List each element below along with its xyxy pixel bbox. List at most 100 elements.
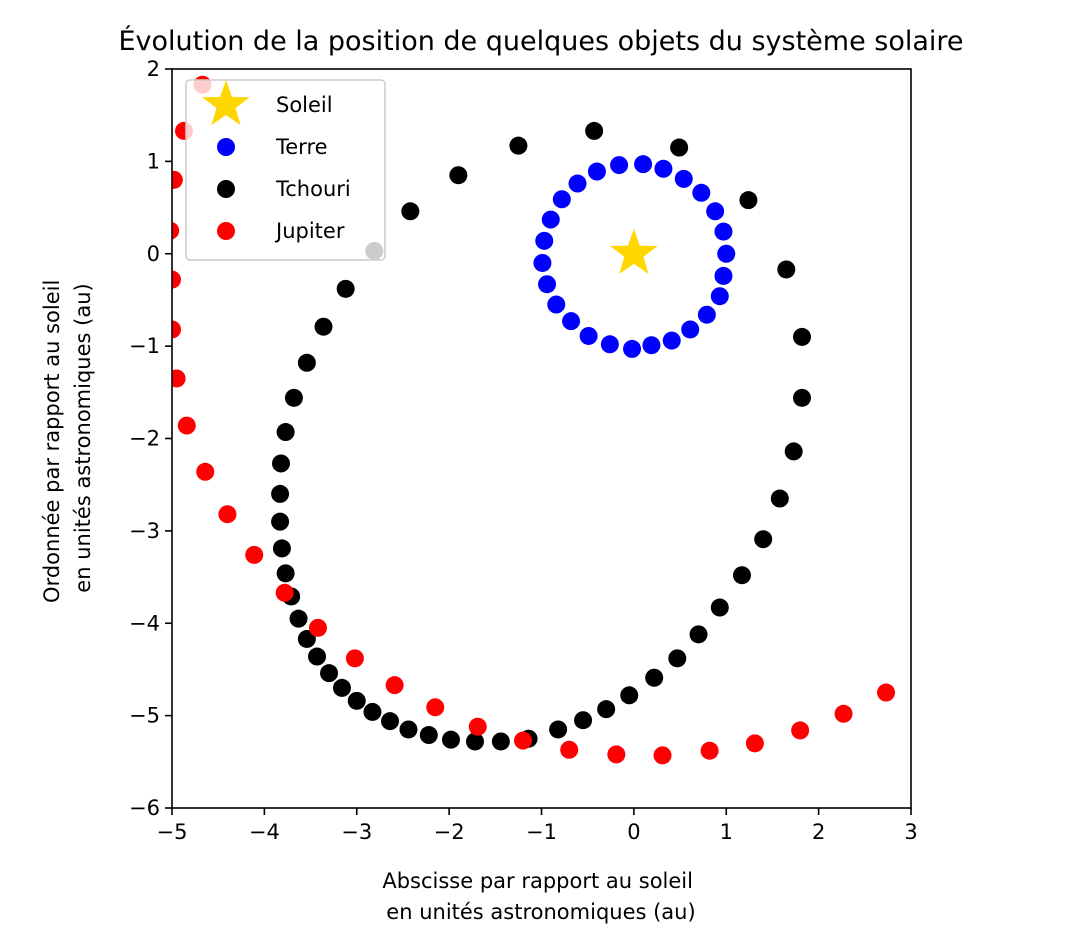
jupiter-point (877, 683, 896, 702)
tchouri-point (297, 629, 316, 648)
legend-label-jupiter: Jupiter (274, 219, 345, 243)
y-tick-label: −3 (129, 519, 160, 543)
y-tick-label: −5 (129, 704, 160, 728)
jupiter-point (745, 734, 764, 753)
jupiter-point (426, 698, 445, 717)
terre-point (533, 253, 552, 272)
tchouri-point (465, 732, 484, 751)
tchouri-point (289, 609, 308, 628)
terre-point (547, 295, 566, 314)
tchouri-point (284, 388, 303, 407)
chart-title: Évolution de la position de quelques obj… (118, 25, 963, 57)
tchouri-point (784, 442, 803, 461)
terre-point (692, 183, 711, 202)
tchouri-point (320, 664, 339, 683)
terre-point (552, 190, 571, 209)
y-axis-label: Ordonnée par rapport au soleil en unités… (40, 273, 95, 603)
tchouri-point (739, 191, 758, 210)
terre-point (706, 202, 725, 221)
x-tick-label: 0 (627, 820, 640, 844)
x-tick-label: −1 (526, 820, 557, 844)
tchouri-point (297, 353, 316, 372)
y-tick-label: 1 (147, 149, 160, 173)
y-tick-label: −4 (129, 611, 160, 635)
y-tick-label: −6 (129, 796, 160, 820)
y-tick-label: 0 (147, 242, 160, 266)
tchouri-point (272, 454, 291, 473)
tchouri-point (620, 686, 639, 705)
tchouri-point (732, 566, 751, 585)
tchouri-point (754, 530, 773, 549)
tchouri-point (597, 700, 616, 719)
tchouri-point (314, 317, 333, 336)
jupiter-point (385, 676, 404, 695)
jupiter-point (172, 170, 183, 189)
tchouri-point (332, 678, 351, 697)
tchouri-point (645, 668, 664, 687)
terre-point (642, 336, 661, 355)
jupiter-point (468, 717, 487, 736)
terre-point (681, 320, 700, 339)
terre-point (714, 222, 733, 241)
tchouri-point (668, 649, 687, 668)
terre-point (697, 305, 716, 324)
terre-point (600, 335, 619, 354)
terre-point (717, 244, 736, 263)
tchouri-point (336, 279, 355, 298)
x-axis-label-line-1: Abscisse par rapport au soleil (382, 869, 693, 893)
x-tick-label: −5 (157, 820, 188, 844)
tchouri-point (449, 166, 468, 185)
jupiter-point (653, 746, 672, 765)
x-tick-label: 2 (812, 820, 825, 844)
series-soleil (610, 228, 658, 274)
series-tchouri (271, 121, 811, 751)
tchouri-point (272, 539, 291, 558)
terre-point (674, 169, 693, 188)
tchouri-point (381, 712, 400, 731)
legend-marker-soleil (202, 80, 250, 126)
y-tick-label: −2 (129, 427, 160, 451)
tchouri-point (276, 423, 295, 442)
jupiter-point (834, 704, 853, 723)
terre-point (662, 331, 681, 350)
jupiter-point (345, 649, 364, 668)
jupiter-point (172, 270, 181, 289)
x-axis-label-line-2: en unités astronomiques (au) (386, 900, 695, 924)
terre-point (562, 312, 581, 331)
tchouri-point (710, 598, 729, 617)
x-tick-label: −2 (434, 820, 465, 844)
y-tick-label: 2 (147, 57, 160, 81)
legend-marker-jupiter (217, 222, 235, 240)
jupiter-point (560, 740, 579, 759)
terre-point (623, 339, 642, 358)
legend-marker-terre (217, 138, 235, 156)
terre-point (541, 210, 560, 229)
x-tick-label: −4 (249, 820, 280, 844)
jupiter-point (607, 745, 626, 764)
terre-point (714, 266, 733, 285)
tchouri-point (399, 720, 418, 739)
tchouri-point (509, 136, 528, 155)
tchouri-point (792, 388, 811, 407)
tchouri-point (441, 730, 460, 749)
jupiter-point (308, 618, 327, 637)
jupiter-point (218, 505, 237, 524)
jupiter-point (275, 583, 294, 602)
tchouri-point (770, 489, 789, 508)
x-tick-label: −3 (341, 820, 372, 844)
tchouri-point (276, 564, 295, 583)
soleil-point (610, 228, 658, 274)
legend-box (185, 79, 386, 261)
terre-point (710, 287, 729, 306)
jupiter-point (791, 721, 810, 740)
tchouri-point (585, 121, 604, 140)
tchouri-point (670, 138, 689, 157)
legend-label-tchouri: Tchouri (275, 177, 351, 201)
tchouri-point (308, 647, 327, 666)
tchouri-point (401, 202, 420, 221)
y-axis-label-line-2: en unités astronomiques (au) (71, 283, 95, 592)
x-axis-label: Abscisse par rapport au soleil en unités… (382, 869, 699, 924)
x-tick-label: 1 (720, 820, 733, 844)
legend-label-soleil: Soleil (276, 93, 333, 117)
